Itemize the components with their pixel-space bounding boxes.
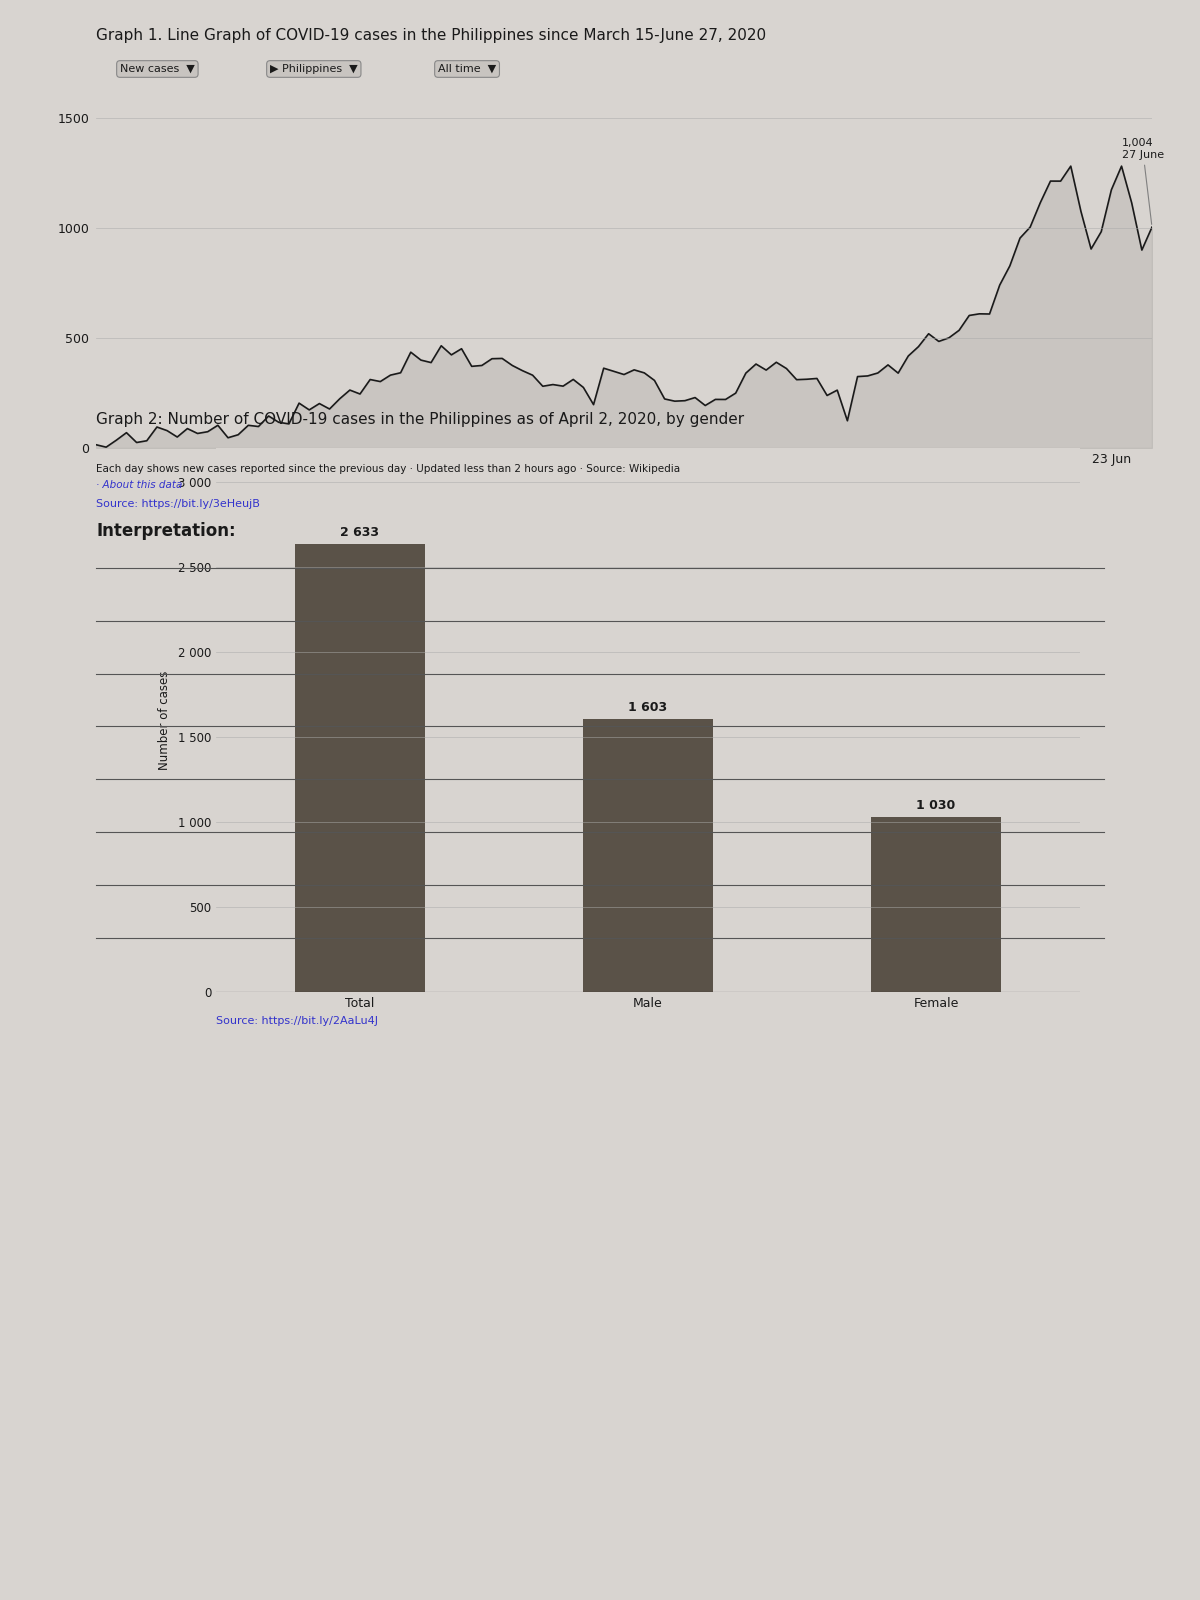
Text: All time  ▼: All time ▼	[438, 64, 496, 74]
Bar	[295, 544, 425, 992]
Text: 2 633: 2 633	[341, 526, 379, 539]
Text: Source: https://bit.ly/3eHeujB: Source: https://bit.ly/3eHeujB	[96, 499, 260, 509]
Bar	[871, 818, 1001, 992]
Text: Graph 2: Number of COVID-19 cases in the Philippines as of April 2, 2020, by gen: Graph 2: Number of COVID-19 cases in the…	[96, 411, 744, 427]
Text: Graph 1. Line Graph of COVID-19 cases in the Philippines since March 15-June 27,: Graph 1. Line Graph of COVID-19 cases in…	[96, 27, 766, 43]
Text: 1 603: 1 603	[629, 701, 667, 714]
Text: 1 030: 1 030	[917, 798, 955, 811]
Y-axis label: Number of cases: Number of cases	[158, 670, 170, 770]
Text: Each day shows new cases reported since the previous day · Updated less than 2 h: Each day shows new cases reported since …	[96, 464, 680, 474]
Bar	[583, 720, 713, 992]
Text: 1,004
27 June: 1,004 27 June	[1122, 138, 1164, 224]
Text: Source: https://bit.ly/2AaLu4J: Source: https://bit.ly/2AaLu4J	[216, 1016, 378, 1026]
Text: · About this data: · About this data	[96, 480, 182, 490]
Text: Interpretation:: Interpretation:	[96, 522, 235, 541]
Text: ▶ Philippines  ▼: ▶ Philippines ▼	[270, 64, 358, 74]
Text: New cases  ▼: New cases ▼	[120, 64, 194, 74]
